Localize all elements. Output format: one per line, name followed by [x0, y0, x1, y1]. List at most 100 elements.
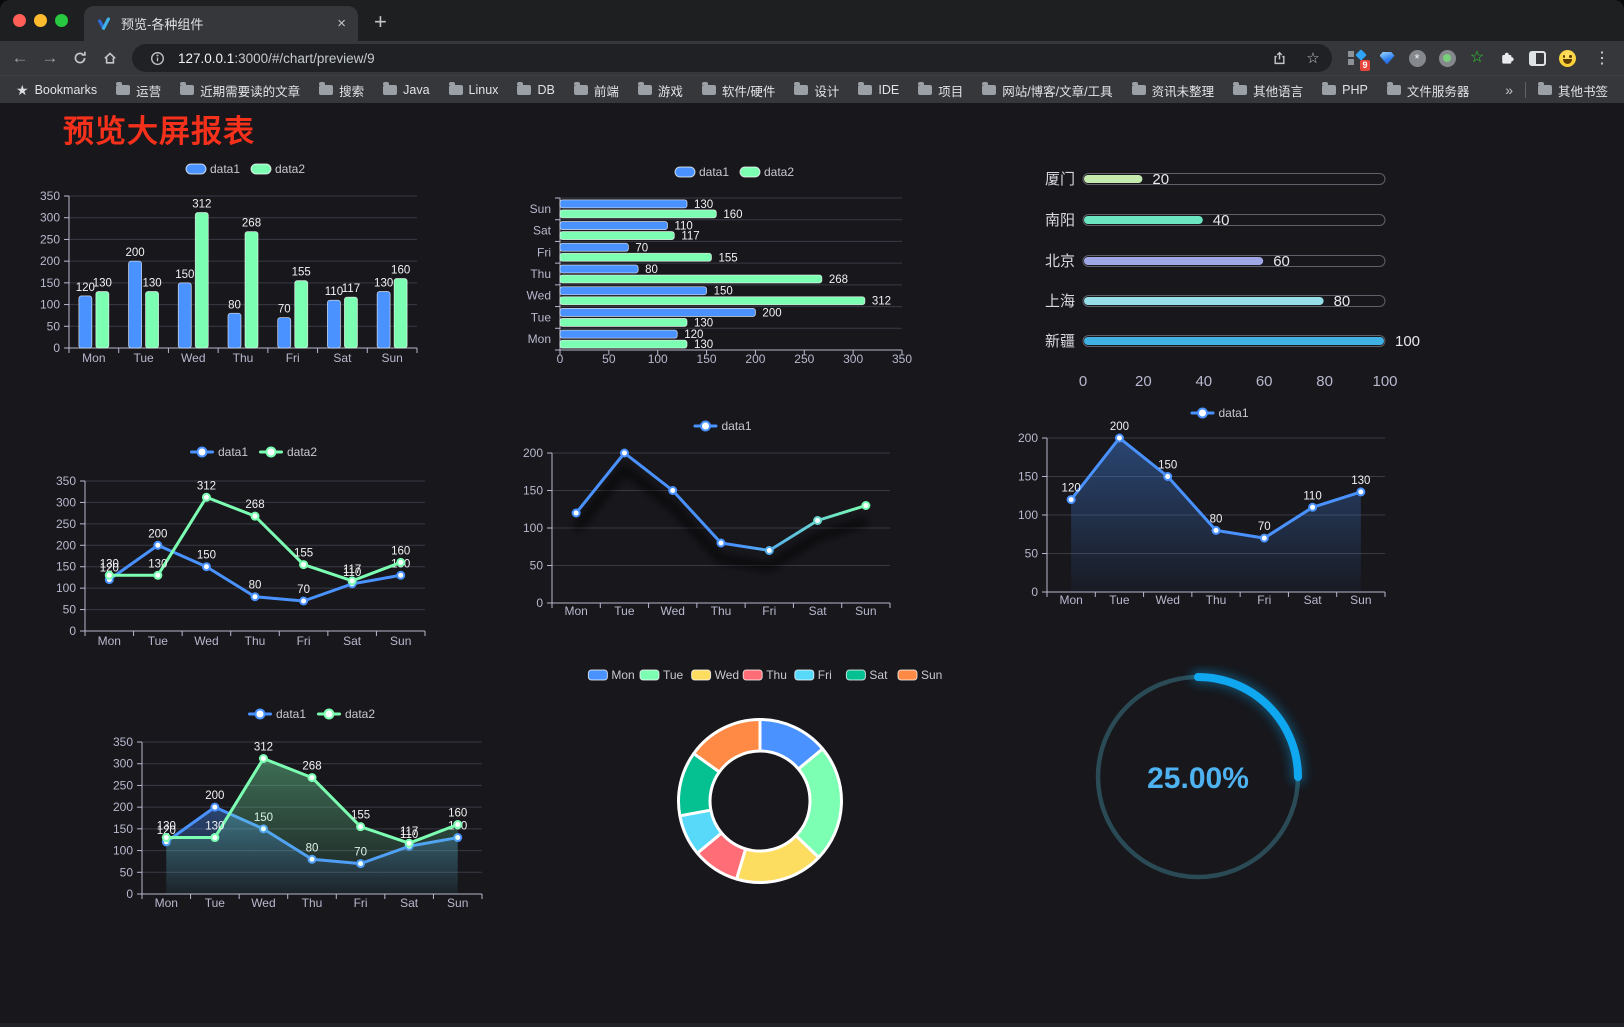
svg-text:上海: 上海 — [1045, 293, 1075, 310]
browser-menu-icon[interactable]: ⋮ — [1594, 50, 1610, 67]
bookmark-folder[interactable]: 近期需要读的文章 — [180, 81, 300, 100]
svg-text:130: 130 — [157, 821, 176, 833]
svg-text:150: 150 — [1158, 460, 1177, 472]
svg-text:200: 200 — [523, 446, 543, 460]
other-bookmarks-folder[interactable]: 其他书签 — [1537, 81, 1608, 100]
browser-toolbar: ← → 127.0.0.1:3000/#/chart/preview/9 — [0, 41, 1624, 75]
svg-text:350: 350 — [113, 735, 133, 749]
donut-chart[interactable]: Mon Tue Wed Thu Fri Sat Sun — [545, 640, 975, 890]
svg-text:80: 80 — [1334, 293, 1351, 310]
dual-line-chart[interactable]: data1 data2 0 50 100 150 200 250 300 350 Mon Tue Wed… — [45, 428, 440, 658]
folder-icon — [1233, 82, 1248, 95]
address-bar[interactable]: 127.0.0.1:3000/#/chart/preview/9 ☆ — [132, 44, 1332, 72]
bookmark-star-icon[interactable]: ☆ — [1306, 50, 1320, 67]
emoji-extension-icon[interactable] — [1558, 49, 1576, 67]
tab-close-icon[interactable]: × — [337, 15, 346, 32]
reload-button[interactable] — [66, 45, 94, 71]
fullscreen-window-button[interactable] — [55, 14, 68, 27]
progress-bar-chart[interactable]: 厦门 20 南阳 40 北京 60 上海 80 新疆 100 0 20 40 60 80 100 — [1000, 160, 1425, 392]
svg-text:Wed: Wed — [660, 604, 684, 618]
svg-text:Tue: Tue — [531, 310, 552, 324]
svg-text:Mon: Mon — [528, 332, 551, 346]
side-panel-icon[interactable] — [1528, 49, 1546, 67]
svg-text:250: 250 — [794, 352, 814, 366]
folder-icon — [116, 82, 131, 95]
svg-text:Sun: Sun — [921, 668, 942, 682]
svg-text:300: 300 — [40, 211, 60, 225]
bookmark-folder[interactable]: 文件服务器 — [1386, 81, 1469, 100]
bookmark-folder[interactable]: DB — [517, 82, 555, 97]
svg-text:117: 117 — [343, 564, 361, 576]
back-button[interactable]: ← — [11, 48, 29, 67]
svg-text:200: 200 — [40, 254, 60, 268]
gem-extension-icon[interactable] — [1378, 49, 1396, 67]
bookmarks-manager[interactable]: ★ Bookmarks — [16, 82, 97, 99]
bookmarks-bar: ★ Bookmarks 运营 近期需要读的文章 搜索 Java Linux DB 前端 游戏软… — [0, 75, 1624, 104]
folder-icon — [858, 82, 873, 95]
bookmark-folder[interactable]: 项目 — [918, 81, 963, 100]
svg-text:data1: data1 — [722, 419, 752, 433]
star-extension-icon[interactable]: ☆ — [1469, 49, 1485, 66]
svg-text:0: 0 — [126, 887, 133, 901]
bookmarks-overflow-chevron[interactable]: » — [1505, 82, 1513, 98]
bookmark-folder[interactable]: 前端 — [573, 81, 619, 100]
svg-text:Tue: Tue — [133, 351, 154, 365]
svg-text:Sat: Sat — [343, 634, 362, 648]
horizontal-bar-chart[interactable]: data1 data2 0 50 100 150 200 250 300 350 Sun 130 160… — [505, 155, 935, 375]
svg-text:Fri: Fri — [297, 634, 311, 648]
svg-text:50: 50 — [602, 352, 616, 366]
svg-text:data1: data1 — [1219, 406, 1249, 420]
folder-icon — [918, 82, 933, 95]
bookmark-folder[interactable]: 资讯未整理 — [1131, 81, 1214, 100]
bookmark-folder[interactable]: 设计 — [794, 81, 839, 100]
dual-area-chart[interactable]: data1 data2 0 50 100 150 200 250 300 350 Mon Tue Wed… — [95, 700, 490, 930]
gradient-line-chart[interactable]: data1 0 50 100 150 200 Mon Tue Wed Thu Fri Sat Sun — [505, 400, 905, 620]
close-window-button[interactable] — [13, 14, 26, 27]
svg-text:50: 50 — [120, 865, 134, 879]
svg-text:160: 160 — [391, 265, 410, 277]
new-tab-button[interactable]: + — [374, 9, 387, 34]
record-extension-icon[interactable] — [1438, 49, 1456, 67]
asterisk-extension-icon[interactable]: * — [1408, 49, 1426, 67]
area-line-chart[interactable]: data1 0 50 100 150 200 Mon Tue Wed Thu Fri Sat Sun 12… — [1000, 390, 1400, 615]
bar-horizontal-svg: data1 data2 0 50 100 150 200 250 300 350 Sun 130 160… — [527, 165, 913, 366]
svg-text:120: 120 — [1062, 483, 1081, 495]
forward-button[interactable]: → — [41, 48, 59, 67]
bookmark-folder[interactable]: Java — [383, 82, 430, 97]
svg-text:155: 155 — [294, 548, 313, 560]
url-text[interactable]: 127.0.0.1:3000/#/chart/preview/9 — [178, 51, 375, 66]
bookmark-folder[interactable]: Linux — [448, 82, 498, 97]
bookmark-folder[interactable]: 软件/硬件 — [701, 81, 775, 100]
svg-text:厦门: 厦门 — [1045, 171, 1075, 188]
puzzle-extensions-icon[interactable] — [1498, 49, 1516, 67]
bookmark-folder[interactable]: 网站/博客/文章/工具 — [982, 81, 1113, 100]
svg-text:80: 80 — [228, 299, 241, 311]
site-info-icon[interactable] — [144, 46, 170, 70]
svg-text:110: 110 — [325, 286, 343, 298]
svg-text:150: 150 — [697, 352, 717, 366]
share-icon[interactable] — [1266, 46, 1292, 70]
home-button[interactable] — [96, 45, 124, 71]
minimize-window-button[interactable] — [34, 14, 47, 27]
bookmark-folder[interactable]: 搜索 — [319, 81, 364, 100]
bookmark-folder[interactable]: 游戏 — [637, 81, 683, 100]
bookmark-folder[interactable]: 运营 — [116, 81, 161, 100]
svg-text:110: 110 — [1303, 490, 1321, 502]
svg-text:Mon: Mon — [82, 351, 105, 365]
gauge-chart[interactable]: 25.00% — [1078, 665, 1338, 900]
bookmark-folder[interactable]: IDE — [858, 82, 899, 97]
svg-text:110: 110 — [343, 567, 361, 579]
svg-text:Thu: Thu — [245, 634, 266, 648]
svg-text:250: 250 — [113, 778, 133, 792]
svg-text:155: 155 — [351, 810, 370, 822]
grouped-bar-chart[interactable]: data1 data2 0 50 100 150 200 250 300 350 Mon Tue Wed… — [40, 150, 485, 375]
svg-text:北京: 北京 — [1045, 253, 1075, 270]
browser-tab[interactable]: 预览-各种组件 × — [84, 6, 358, 41]
svg-text:data1: data1 — [276, 707, 306, 721]
bookmark-folder[interactable]: PHP — [1322, 82, 1368, 97]
svg-text:200: 200 — [205, 790, 224, 802]
bookmark-folder[interactable]: 其他语言 — [1233, 81, 1303, 100]
svg-text:50: 50 — [530, 559, 544, 573]
tampermonkey-extension-icon[interactable]: 9 — [1348, 49, 1370, 71]
svg-text:150: 150 — [1018, 470, 1038, 484]
